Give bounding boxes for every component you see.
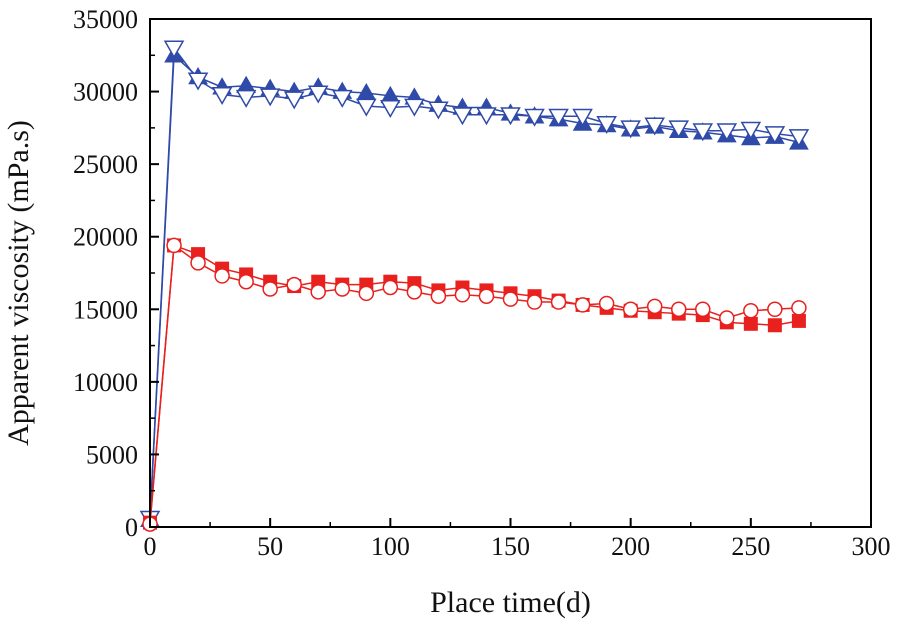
data-point [382, 279, 399, 296]
data-point [283, 91, 305, 110]
data-point [550, 294, 567, 310]
y-axis: 0 5000 10000 15000 20000 25000 30000 35000 [73, 5, 159, 542]
data-point [719, 310, 735, 326]
series-4 [142, 237, 807, 532]
y-axis-title: Apparent viscosity (mPa.s) [2, 120, 35, 446]
data-point [670, 301, 687, 318]
data-point [646, 298, 663, 315]
x-tick-label: 200 [611, 532, 650, 561]
data-point [404, 98, 425, 117]
data-point [163, 40, 185, 59]
series-line [149, 45, 799, 519]
data-point [574, 297, 591, 313]
x-tick-label: 0 [144, 532, 157, 561]
data-point [740, 121, 762, 140]
x-tick-label: 150 [491, 532, 530, 561]
data-point [478, 288, 495, 304]
data-point [526, 294, 543, 310]
y-tick-label: 10000 [73, 368, 138, 397]
plot-frame [149, 18, 872, 528]
y-tick-label: 25000 [73, 150, 138, 179]
data-point [262, 281, 278, 297]
data-point [767, 301, 783, 318]
x-axis: 0 50 100 150 200 250 300 [144, 518, 891, 561]
data-point [668, 120, 690, 139]
data-point [211, 86, 233, 105]
data-point [187, 72, 209, 91]
data-point [548, 108, 569, 127]
series-line [149, 244, 800, 523]
data-point [310, 284, 326, 300]
x-tick-label: 300 [852, 532, 891, 561]
series-layer [139, 40, 810, 532]
data-point [452, 107, 473, 126]
y-tick-label: 15000 [73, 295, 138, 324]
x-tick-label: 50 [257, 532, 283, 561]
data-point [743, 316, 758, 331]
series-2 [139, 40, 810, 529]
data-point [307, 85, 329, 104]
data-point [259, 88, 281, 107]
data-point [430, 288, 447, 304]
data-point [331, 89, 353, 108]
data-point [406, 284, 423, 300]
data-point [500, 107, 521, 126]
data-point [716, 123, 738, 142]
data-point [596, 116, 617, 135]
data-point [286, 276, 302, 293]
series-line [149, 53, 800, 520]
data-point [788, 129, 810, 148]
y-tick-label: 5000 [86, 440, 138, 469]
data-point [620, 120, 641, 139]
data-point [695, 301, 711, 318]
data-point [358, 285, 375, 302]
data-point [644, 117, 665, 136]
data-point [764, 126, 786, 145]
data-point [791, 313, 806, 328]
data-point [235, 89, 257, 108]
data-point [572, 108, 593, 127]
y-tick-label: 0 [125, 513, 138, 542]
data-point [380, 100, 401, 119]
x-tick-label: 250 [731, 532, 770, 561]
data-point [356, 98, 377, 117]
data-point [238, 273, 254, 290]
data-point [743, 302, 759, 319]
y-tick-label: 20000 [73, 223, 138, 252]
data-point [524, 108, 545, 127]
data-point [190, 255, 206, 271]
data-point [428, 101, 449, 120]
y-tick-label: 35000 [73, 5, 138, 34]
data-point [791, 300, 807, 316]
data-point [692, 123, 714, 142]
data-point [454, 287, 471, 303]
data-point [214, 268, 230, 284]
data-point [622, 301, 639, 318]
data-point [334, 281, 351, 297]
data-point [767, 318, 782, 333]
series-line [149, 244, 799, 525]
x-axis-title: Place time(d) [430, 586, 591, 619]
data-point [502, 291, 519, 307]
y-tick-label: 30000 [73, 78, 138, 107]
data-point [166, 237, 182, 254]
data-point [476, 107, 497, 126]
x-tick-label: 100 [371, 532, 410, 561]
data-point [598, 295, 615, 312]
